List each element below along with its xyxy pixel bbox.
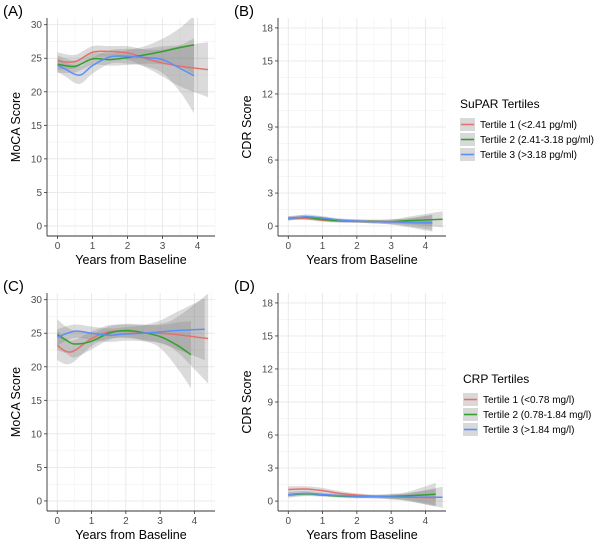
panel-label: (D)	[234, 278, 255, 295]
y-tick-label: 0	[36, 496, 42, 507]
x-tick-label: 4	[195, 241, 201, 252]
x-tick-label: 4	[423, 516, 429, 527]
series-line-tertile-3	[288, 492, 443, 498]
confidence-band-1	[57, 293, 209, 384]
x-axis-title: Years from Baseline	[75, 528, 186, 541]
legend-title: SuPAR Tertiles	[460, 97, 540, 111]
y-tick-label: 20	[31, 87, 43, 98]
x-tick-label: 0	[55, 516, 61, 527]
plot-area	[56, 293, 209, 389]
series-line-tertile-2	[56, 329, 192, 356]
y-tick-label: 30	[31, 20, 43, 31]
panel-a: 0 1 2 3 4 0 5 10 15 20 25 30 (A) Years from Baseline M…	[3, 3, 216, 267]
confidence-band-2	[57, 18, 194, 75]
confidence-band-1	[57, 42, 208, 98]
y-tick-label: 12	[262, 364, 274, 375]
y-tick-label: 6	[267, 431, 273, 442]
y-tick-label: 9	[267, 398, 273, 409]
y-tick-label: 0	[267, 222, 273, 233]
legend-label-tertile-3: Tertile 3 (>3.18 pg/ml)	[480, 150, 577, 161]
x-tick-label: 2	[123, 516, 129, 527]
y-axis-title: CDR Score	[240, 370, 254, 433]
confidence-band-3	[57, 298, 205, 361]
legend-title: CRP Tertiles	[463, 372, 529, 386]
panel-label: (C)	[3, 278, 24, 295]
y-tick-label: 0	[267, 497, 273, 508]
x-axis-title: Years from Baseline	[306, 253, 417, 267]
x-tick-label: 2	[354, 241, 360, 252]
y-axis-title: MoCA Score	[9, 92, 23, 162]
plot-area	[288, 211, 443, 232]
x-tick-label: 0	[286, 516, 292, 527]
x-tick-label: 0	[55, 241, 61, 252]
x-tick-label: 0	[286, 241, 292, 252]
panel-c: 0 1 2 3 4 0 5 10 15 20 25 30 (C) Years from Baseline M…	[3, 278, 215, 541]
y-tick-label: 5	[36, 188, 42, 199]
y-tick-label: 15	[262, 56, 274, 67]
confidence-band-3	[57, 38, 194, 114]
y-tick-label: 15	[31, 396, 43, 407]
x-tick-label: 1	[89, 516, 95, 527]
y-axis-title: MoCA Score	[9, 367, 23, 437]
y-tick-label: 15	[262, 331, 274, 342]
series-line-tertile-3	[57, 55, 195, 77]
x-tick-label: 2	[125, 241, 131, 252]
series-line-tertile-3	[288, 215, 433, 224]
legend-label-tertile-1: Tertile 1 (<2.41 pg/ml)	[480, 120, 577, 131]
y-tick-label: 18	[262, 23, 274, 34]
y-tick-label: 5	[36, 463, 42, 474]
y-axis-title: CDR Score	[240, 95, 254, 158]
y-tick-label: 15	[31, 121, 43, 132]
x-tick-label: 3	[157, 516, 163, 527]
x-tick-label: 1	[320, 241, 326, 252]
x-tick-label: 1	[90, 241, 96, 252]
panel-label: (A)	[3, 3, 23, 20]
legend-label-tertile-2: Tertile 2 (0.78-1.84 mg/l)	[483, 410, 591, 421]
x-tick-label: 4	[192, 516, 198, 527]
x-tick-label: 1	[320, 516, 326, 527]
y-tick-label: 30	[31, 295, 43, 306]
y-tick-label: 20	[31, 362, 43, 373]
y-tick-label: 3	[267, 464, 273, 475]
x-tick-label: 2	[354, 516, 360, 527]
y-tick-label: 25	[31, 329, 43, 340]
x-tick-label: 3	[160, 241, 166, 252]
plot-area	[57, 18, 209, 114]
legend-label-tertile-3: Tertile 3 (>1.84 mg/l)	[483, 425, 574, 436]
y-tick-label: 12	[262, 89, 274, 100]
legend-crp: CRP Tertiles Tertile 1 (<0.78 mg/l) Tertil…	[463, 372, 591, 436]
panel-label: (B)	[234, 3, 254, 20]
y-tick-label: 10	[31, 429, 43, 440]
x-tick-label: 4	[423, 241, 429, 252]
y-tick-label: 9	[267, 123, 273, 134]
x-axis-title: Years from Baseline	[306, 528, 417, 541]
y-tick-label: 18	[262, 298, 274, 309]
legend-label-tertile-1: Tertile 1 (<0.78 mg/l)	[483, 395, 574, 406]
series-line-tertile-2	[57, 44, 195, 68]
y-tick-label: 6	[267, 156, 273, 167]
series-line-tertile-3	[57, 328, 205, 338]
plot-area	[288, 482, 443, 508]
y-tick-label: 10	[31, 154, 43, 165]
legend-supar: SuPAR Tertiles Tertile 1 (<2.41 pg/ml) Ter…	[460, 97, 594, 161]
y-tick-label: 25	[31, 54, 43, 65]
legend-label-tertile-2: Tertile 2 (2.41-3.18 pg/ml)	[480, 135, 594, 146]
x-tick-label: 3	[388, 516, 394, 527]
y-tick-label: 3	[267, 189, 273, 200]
x-axis-title: Years from Baseline	[75, 253, 186, 267]
y-tick-label: 0	[36, 221, 42, 232]
x-tick-label: 3	[388, 241, 394, 252]
